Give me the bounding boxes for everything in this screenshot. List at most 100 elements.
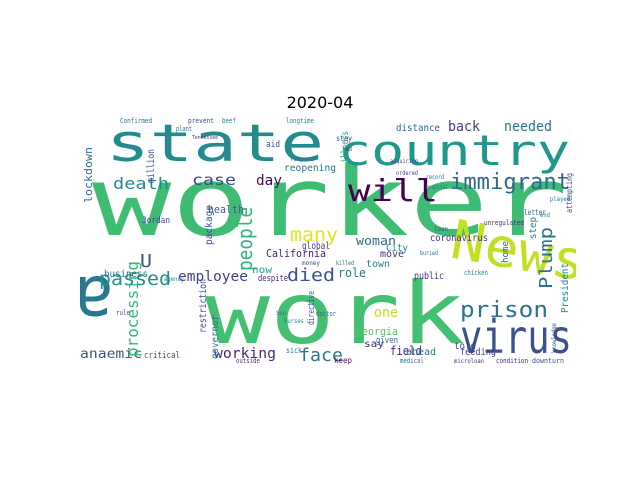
word-microloan: microloan (454, 358, 484, 365)
word-worker: worker (92, 146, 568, 258)
word-day: day (256, 173, 282, 189)
word-agency: agency (164, 276, 184, 283)
word-coronavirus: coronavirus (430, 233, 488, 244)
word-working: working (214, 346, 276, 362)
word-unregulated: unregulated (484, 219, 524, 227)
word-critical: critical (144, 351, 180, 361)
word-ordered: ordered (396, 170, 418, 177)
word-package: package (204, 205, 215, 245)
word-buried: buried (420, 250, 438, 257)
word-letter: letter (524, 208, 546, 217)
word-governor: governor (210, 315, 221, 359)
word-hospital: hospital (426, 184, 448, 191)
word-field: field (390, 344, 422, 358)
word-outside: outside (236, 357, 260, 365)
word-anaemic: anaemic (80, 347, 142, 362)
word-medical: medical (400, 357, 424, 365)
word-many: many (290, 224, 338, 246)
word-died: died (287, 265, 335, 286)
word-respond: respond (290, 156, 314, 163)
word-virus: virus (460, 310, 572, 364)
word-prison: prison (460, 298, 548, 323)
word-prevent: prevent (188, 117, 214, 125)
word-distance: distance (396, 123, 440, 134)
word-move: move (380, 249, 404, 260)
word-doctor: doctor (316, 310, 336, 318)
word-president: President (560, 263, 571, 313)
word-acquiring: acquiring (390, 158, 418, 165)
word-town: town (366, 259, 390, 270)
word-tennessee: Tennessee (192, 135, 218, 141)
word-processing: processing (123, 261, 142, 357)
word-son: Son (276, 310, 286, 317)
word-state: state (106, 117, 324, 174)
word-killed: killed (336, 260, 354, 267)
word-beef: beef (222, 117, 236, 125)
word-one: one (374, 305, 398, 321)
word-record: record (426, 174, 444, 181)
word-city: City (386, 243, 408, 254)
word-despite: despite (258, 274, 288, 284)
word-keep: keep (334, 356, 352, 365)
word-jordan: Jordan (142, 216, 170, 226)
word-condition: condition (496, 357, 528, 365)
word-a: a (80, 260, 114, 342)
word-knowledge: knowledge (551, 323, 558, 353)
word-employee: employee (178, 269, 248, 285)
word-given: given (376, 336, 398, 346)
word-attempting: attempting (565, 173, 574, 213)
figure-title: 2020-04 (286, 93, 354, 112)
word-georgia: Georgia (356, 325, 398, 338)
word-business: business (104, 269, 148, 280)
word-role: role (338, 266, 366, 280)
word-global: global (302, 241, 330, 252)
word-directive: directive (307, 291, 317, 325)
word-immigrant: immigrant (450, 170, 570, 195)
word-ahead: ahead (406, 347, 436, 358)
word-will: will (348, 174, 438, 209)
word-rule: rule (116, 309, 130, 317)
word-plump: Plump (536, 227, 557, 289)
word-played: played (550, 196, 570, 203)
word-health: health (208, 203, 244, 216)
word-illness: illness (340, 131, 351, 163)
word-nurses: Nurses (284, 318, 304, 325)
word-cloud-canvas: worker work state country News virus a w… (80, 117, 576, 365)
word-aid: aid (266, 140, 280, 150)
word-lockdown: lockdown (82, 147, 95, 203)
word-sick: sick (286, 346, 302, 355)
word-end: end (540, 212, 550, 219)
word-california: California (266, 247, 326, 260)
word-case: case (192, 171, 236, 189)
word-face: face (299, 345, 343, 365)
word-passed: passed (99, 268, 171, 290)
word-cloud: worker work state country News virus a w… (80, 117, 576, 365)
word-country: country (338, 126, 570, 175)
word-longtime: longtime (286, 117, 314, 125)
word-home: home (501, 241, 511, 263)
word-u: U (140, 251, 152, 272)
word-restriction: restriction (198, 279, 209, 333)
word-money: money (302, 260, 320, 267)
word-downturn: downturn (532, 357, 564, 365)
word-plant: plant (176, 125, 192, 133)
word-needed: needed (504, 119, 552, 135)
word-step: step (528, 217, 539, 239)
word-feeding: feeding (460, 347, 496, 358)
word-death: death (113, 174, 169, 193)
word-work: work (205, 264, 465, 364)
word-reopening: reopening (284, 163, 336, 174)
word-back: back (448, 119, 481, 135)
word-public: public (414, 271, 444, 282)
word-told: told (454, 341, 476, 352)
word-confirmed: Confirmed (120, 117, 152, 125)
word-chicken: chicken (464, 269, 488, 277)
word-stay: stay (336, 134, 352, 143)
word-loan: loan (434, 226, 448, 233)
word-people: people (233, 207, 257, 271)
word-million: million (146, 149, 157, 183)
word-woman: woman (356, 234, 396, 248)
word-say: say (364, 339, 384, 350)
word-red: red (342, 146, 352, 153)
word-now: now (252, 265, 273, 276)
